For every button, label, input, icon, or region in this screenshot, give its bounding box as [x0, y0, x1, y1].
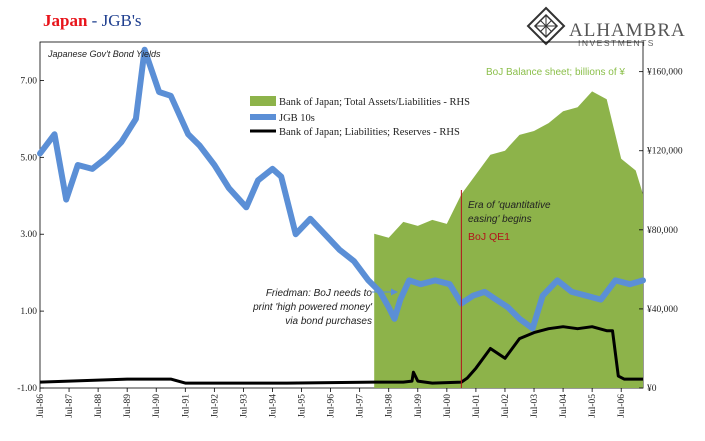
logo-diamond-icon: [526, 6, 566, 46]
right-tick-label: ¥120,000: [647, 147, 683, 157]
series-jgb10s-line: [37, 46, 646, 332]
left-tick-label: 3.00: [20, 230, 37, 240]
legend-label-total-assets: Bank of Japan; Total Assets/Liabilities …: [279, 97, 470, 108]
x-tick-label: Jul-91: [181, 394, 191, 418]
x-tick-label: Jul-96: [327, 394, 337, 418]
left-tick-label: 5.00: [20, 153, 37, 163]
annotation-friedman-line-3: via bond purchases: [285, 316, 372, 327]
annotation-friedman-line-2: print 'high powered money': [252, 302, 373, 313]
legend: Bank of Japan; Total Assets/Liabilities …: [250, 96, 470, 138]
x-tick-label: Jul-98: [385, 394, 395, 418]
legend-label-jgb10s: JGB 10s: [279, 113, 315, 124]
left-tick-label: 1.00: [20, 307, 37, 317]
right-tick-label: ¥160,000: [647, 68, 683, 78]
x-tick-label: Jul-02: [501, 394, 511, 418]
brand-subtitle: INVESTMENTS: [578, 38, 655, 48]
annotation-era-line-2: easing' begins: [468, 214, 532, 225]
annotation-friedman: Friedman: BoJ needs to print 'high power…: [252, 288, 398, 327]
x-tick-label: Jul-92: [210, 394, 220, 418]
x-tick-label: Jul-03: [530, 394, 540, 418]
legend-label-reserves: Bank of Japan; Liabilities; Reserves - R…: [279, 127, 460, 138]
x-tick-label: Jul-93: [239, 394, 249, 418]
annotation-era: Era of 'quantitative easing' begins BoJ …: [468, 200, 551, 243]
right-tick-label: ¥0: [647, 384, 657, 394]
annotation-friedman-arrow-head-icon: [391, 288, 398, 296]
annotation-friedman-line-1: Friedman: BoJ needs to: [266, 288, 373, 299]
x-tick-label: Jul-04: [559, 394, 569, 418]
x-tick-label: Jul-87: [65, 394, 75, 418]
left-tick-label: 7.00: [20, 76, 37, 86]
x-tick-label: Jul-89: [123, 394, 133, 418]
x-tick-label: Jul-88: [94, 394, 104, 418]
x-tick-label: Jul-05: [588, 394, 598, 418]
x-tick-label: Jul-95: [298, 394, 308, 418]
x-tick-label: Jul-90: [152, 394, 162, 418]
brand-logo: ALHAMBRA INVESTMENTS: [526, 6, 686, 48]
left-tick-label: -1.00: [17, 384, 37, 394]
annotation-era-line-1: Era of 'quantitative: [468, 200, 551, 211]
title-sub: JGB's: [102, 11, 142, 30]
axis-ticks-layer: 7.00 5.00 3.00 1.00 -1.00 ¥160,000 ¥120,000 ¥80…: [17, 68, 683, 418]
total-assets-area-layer: [374, 91, 643, 389]
brand-name: ALHAMBRA: [569, 20, 686, 41]
x-tick-label: Jul-86: [36, 394, 46, 418]
x-tick-label: Jul-99: [414, 394, 424, 418]
right-tick-label: ¥40,000: [647, 305, 678, 315]
series-total-assets-area: [374, 91, 643, 389]
x-tick-label: Jul-97: [356, 394, 366, 418]
x-tick-label: Jul-00: [443, 394, 453, 418]
rhs-axis-title: BoJ Balance sheet; billions of ¥: [486, 67, 625, 78]
right-tick-label: ¥80,000: [647, 226, 678, 236]
x-tick-label: Jul-06: [617, 394, 627, 418]
x-tick-label: Jul-01: [472, 394, 482, 418]
title-main: Japan: [43, 11, 88, 30]
title-separator: -: [87, 11, 101, 30]
annotation-qe1: BoJ QE1: [468, 231, 510, 243]
chart-title: Japan - JGB's: [43, 11, 142, 30]
chart-subtitle: Japanese Gov't Bond Yields: [47, 49, 161, 59]
legend-swatch-total-assets: [250, 96, 276, 106]
x-tick-label: Jul-94: [268, 394, 278, 418]
header: Japan - JGB's: [43, 11, 142, 30]
